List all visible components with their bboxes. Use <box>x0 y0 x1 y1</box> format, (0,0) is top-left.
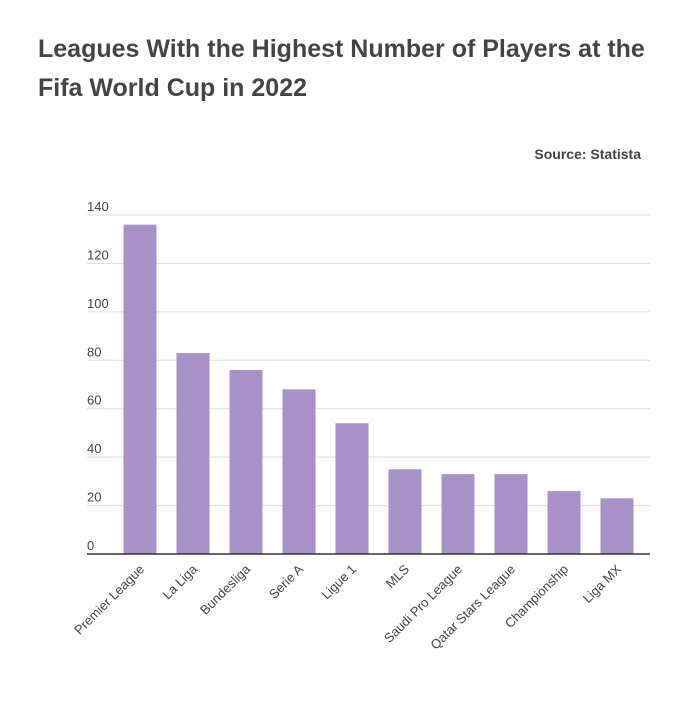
bar <box>229 369 263 554</box>
bars <box>123 224 634 554</box>
bar <box>176 353 210 554</box>
bar <box>494 474 528 554</box>
y-tick-label: 80 <box>87 344 101 359</box>
bar <box>600 498 634 554</box>
chart-title: Leagues With the Highest Number of Playe… <box>38 35 645 102</box>
bar <box>282 389 316 554</box>
bar <box>388 469 422 554</box>
bar <box>441 474 475 554</box>
x-category-label: Bundesliga <box>197 561 254 618</box>
source-label: Source: Statista <box>534 146 641 162</box>
x-category-label: Premier League <box>71 562 147 638</box>
y-tick-label: 140 <box>87 199 109 214</box>
y-tick-label: 120 <box>87 247 109 262</box>
x-category-label: La Liga <box>159 561 200 602</box>
bar <box>335 423 369 554</box>
bar <box>547 491 581 554</box>
y-tick-label: 0 <box>87 538 94 553</box>
y-tick-label: 20 <box>87 490 101 505</box>
x-category-label: MLS <box>383 561 413 591</box>
bar <box>123 224 157 554</box>
y-tick-label: 40 <box>87 441 101 456</box>
x-category-label: Liga MX <box>580 561 625 606</box>
y-tick-label: 60 <box>87 393 101 408</box>
x-category-label: Ligue 1 <box>318 562 359 603</box>
y-tick-label: 100 <box>87 296 109 311</box>
x-category-label: Serie A <box>266 561 306 601</box>
